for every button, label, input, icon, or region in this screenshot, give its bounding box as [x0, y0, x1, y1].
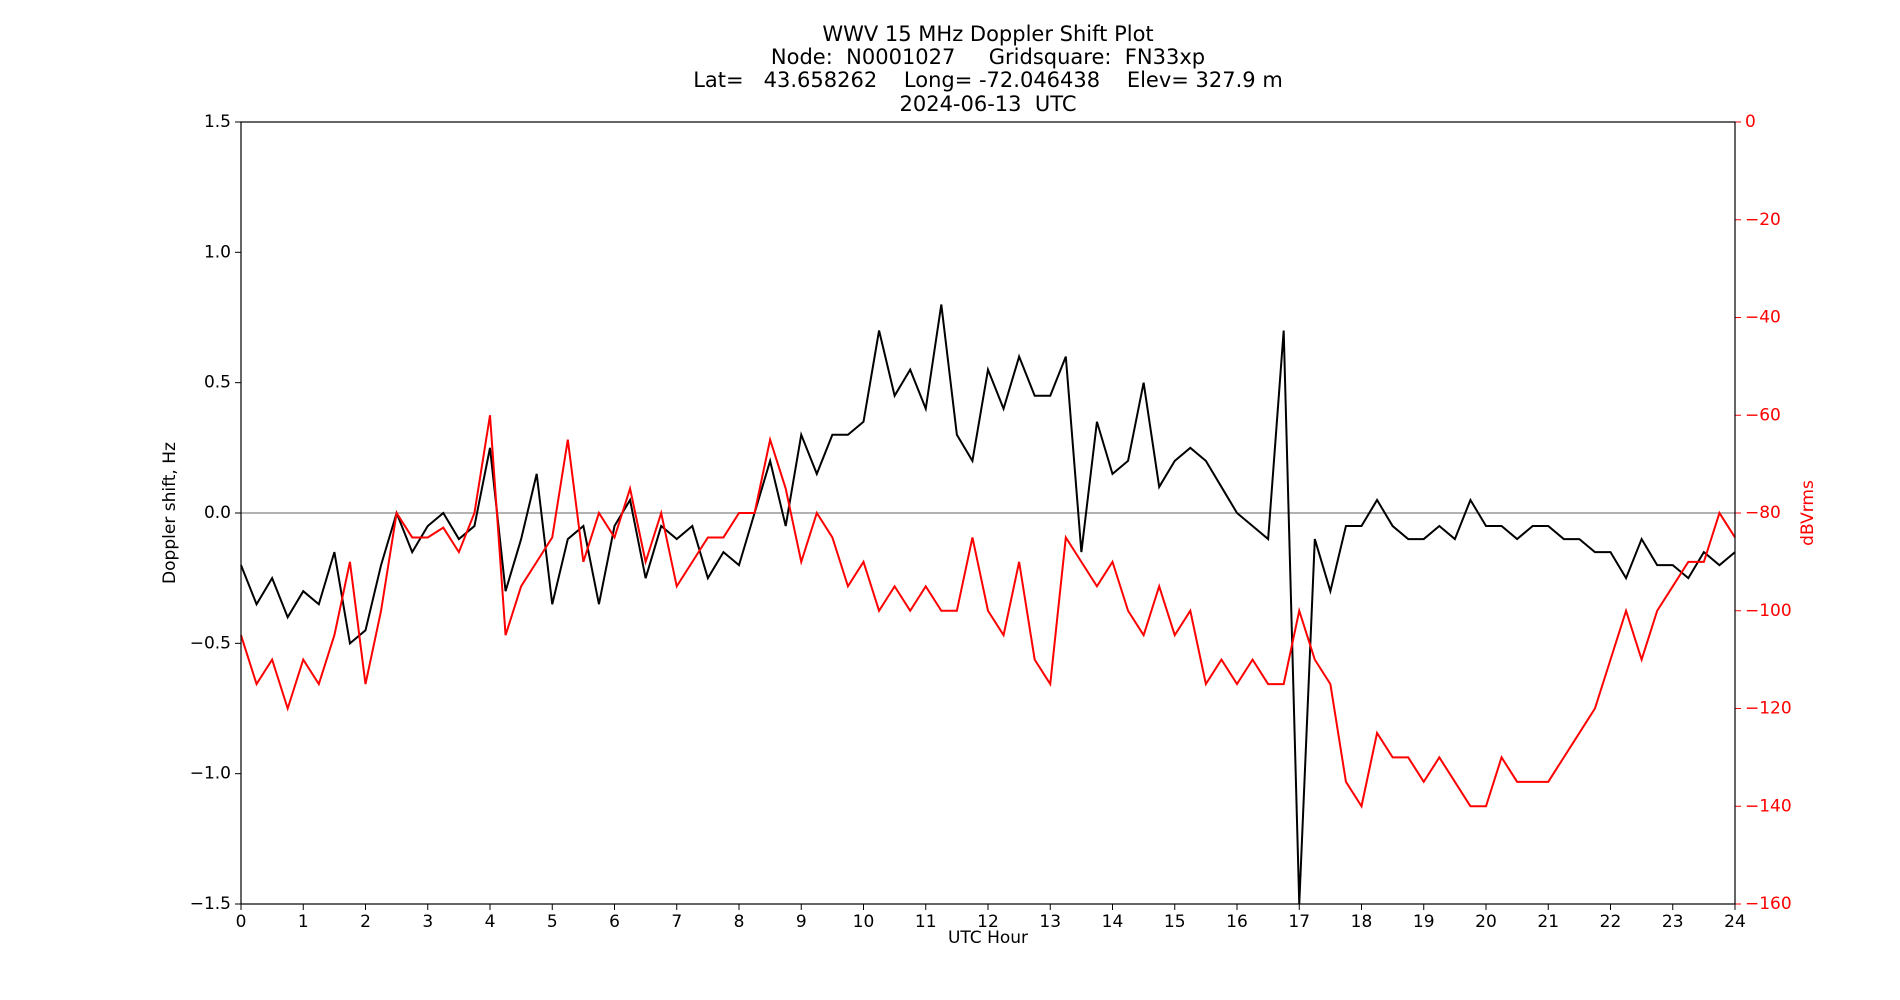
series-line — [240, 415, 1736, 809]
x-tick-label: 7 — [671, 912, 682, 932]
x-tick-label: 10 — [853, 912, 875, 932]
y2-tick-label: −60 — [1745, 405, 1781, 425]
x-tick-label: 6 — [609, 912, 620, 932]
x-tick-label: 2 — [360, 912, 371, 932]
x-tick-label: 0 — [236, 912, 247, 932]
chart-title: Node: N0001027 Gridsquare: FN33xp — [771, 45, 1205, 69]
x-tick-label: 3 — [422, 912, 433, 932]
x-tick-label: 12 — [977, 912, 999, 932]
x-tick-label: 8 — [734, 912, 745, 932]
x-tick-label: 5 — [547, 912, 558, 932]
x-tick-label: 15 — [1164, 912, 1186, 932]
x-tick-label: 14 — [1102, 912, 1124, 932]
y2-axis-label: dBVrms — [1798, 480, 1818, 546]
x-tick-label: 23 — [1662, 912, 1684, 932]
y2-tick-label: −120 — [1745, 699, 1792, 719]
y-tick-label: 1.0 — [204, 242, 231, 262]
x-tick-label: 20 — [1475, 912, 1497, 932]
x-tick-label: 17 — [1288, 912, 1310, 932]
chart-title: 2024-06-13 UTC — [899, 92, 1076, 116]
y2-tick-label: 0 — [1745, 112, 1756, 132]
y2-tick-label: −80 — [1745, 503, 1781, 523]
x-tick-label: 11 — [915, 912, 937, 932]
series-line — [240, 304, 1736, 905]
y-tick-label: 0.0 — [204, 503, 231, 523]
y-axis-label: Doppler shift, Hz — [160, 442, 180, 584]
x-tick-label: 24 — [1724, 912, 1746, 932]
y2-tick-label: −100 — [1745, 601, 1792, 621]
y-tick-label: −1.0 — [190, 764, 231, 784]
plot-frame — [240, 121, 1736, 905]
x-tick-label: 4 — [485, 912, 496, 932]
y2-tick-label: −40 — [1745, 308, 1781, 328]
x-tick-label: 21 — [1537, 912, 1559, 932]
x-tick-label: 13 — [1039, 912, 1061, 932]
x-axis-label: UTC Hour — [948, 928, 1028, 948]
y2-tick-label: −160 — [1745, 894, 1792, 914]
y-tick-label: −0.5 — [190, 633, 231, 653]
y2-tick-label: −20 — [1745, 210, 1781, 230]
x-tick-label: 22 — [1600, 912, 1622, 932]
x-tick-label: 16 — [1226, 912, 1248, 932]
y-tick-label: 0.5 — [204, 373, 231, 393]
y2-tick-label: −140 — [1745, 796, 1792, 816]
x-tick-label: 19 — [1413, 912, 1435, 932]
x-tick-label: 9 — [796, 912, 807, 932]
x-tick-label: 18 — [1351, 912, 1373, 932]
chart-title: WWV 15 MHz Doppler Shift Plot — [822, 22, 1153, 46]
y-tick-label: 1.5 — [204, 112, 231, 132]
chart-title: Lat= 43.658262 Long= -72.046438 Elev= 32… — [693, 68, 1283, 92]
x-tick-label: 1 — [298, 912, 309, 932]
y-tick-label: −1.5 — [190, 894, 231, 914]
